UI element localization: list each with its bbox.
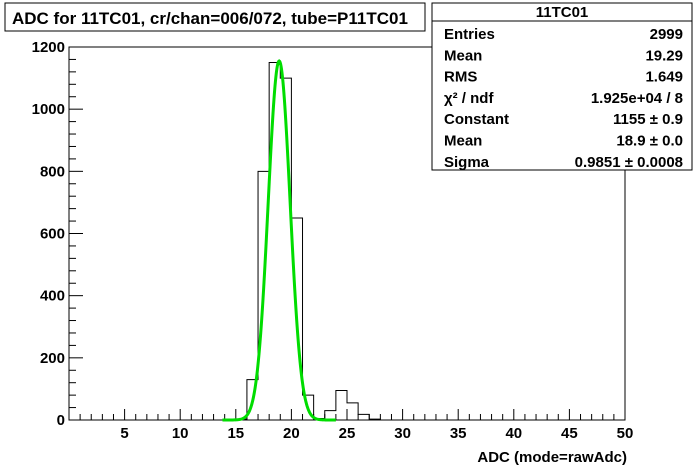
x-tick-label: 15 <box>227 425 244 442</box>
stats-row-value: 1.649 <box>645 69 683 86</box>
stats-row-value: 18.9 ± 0.0 <box>616 133 683 150</box>
stats-title: 11TC01 <box>536 4 589 21</box>
stats-row-label: Sigma <box>444 154 490 171</box>
y-tick-label: 600 <box>40 226 65 243</box>
title-box: ADC for 11TC01, cr/chan=006/072, tube=P1… <box>4 2 426 32</box>
y-tick-label: 1000 <box>32 101 65 118</box>
x-tick-label: 25 <box>339 425 356 442</box>
stats-row-label: Mean <box>444 47 482 64</box>
y-tick-label: 200 <box>40 350 65 367</box>
x-tick-label: 20 <box>283 425 300 442</box>
x-axis: 5 10 15 20 25 30 35 40 45 50 <box>79 409 634 442</box>
stats-row-label: Constant <box>444 111 509 128</box>
stats-row-value: 1155 ± 0.9 <box>613 111 683 128</box>
y-tick-label: 400 <box>40 288 65 305</box>
x-tick-label: 45 <box>561 425 578 442</box>
stats-row-label: RMS <box>444 69 477 86</box>
stats-box: 11TC01 Entries 2999 Mean 19.29 RMS 1.649 χ² / … <box>431 2 693 171</box>
x-axis-label: ADC (mode=rawAdc) <box>477 449 627 466</box>
x-tick-label: 40 <box>505 425 522 442</box>
title-frame <box>4 2 426 32</box>
chart-title: ADC for 11TC01, cr/chan=006/072, tube=P1… <box>12 9 408 28</box>
stats-row-value: 0.9851 ± 0.0008 <box>575 154 683 171</box>
x-tick-label: 10 <box>172 425 189 442</box>
stats-frame <box>431 2 693 171</box>
x-tick-label: 30 <box>394 425 411 442</box>
x-tick-label: 35 <box>450 425 467 442</box>
x-tick-label: 50 <box>617 425 634 442</box>
x-tick-label: 5 <box>120 425 128 442</box>
y-axis: 0 200 400 600 800 1000 1200 <box>32 39 83 429</box>
y-tick-label: 0 <box>57 412 65 429</box>
stats-row-label: Mean <box>444 133 482 150</box>
stats-row-value: 1.925e+04 / 8 <box>591 90 683 107</box>
histogram-series <box>224 62 381 421</box>
stats-row-label: χ² / ndf <box>444 90 494 107</box>
stats-row-label: Entries <box>444 26 495 43</box>
stats-row-value: 19.29 <box>645 47 683 64</box>
y-tick-label: 800 <box>40 163 65 180</box>
gaussian-fit-curve <box>222 59 336 422</box>
stats-row-value: 2999 <box>650 26 683 43</box>
stats-rows: Entries 2999 Mean 19.29 RMS 1.649 χ² / ndf 1.92… <box>444 26 683 171</box>
y-tick-label: 1200 <box>32 39 65 56</box>
